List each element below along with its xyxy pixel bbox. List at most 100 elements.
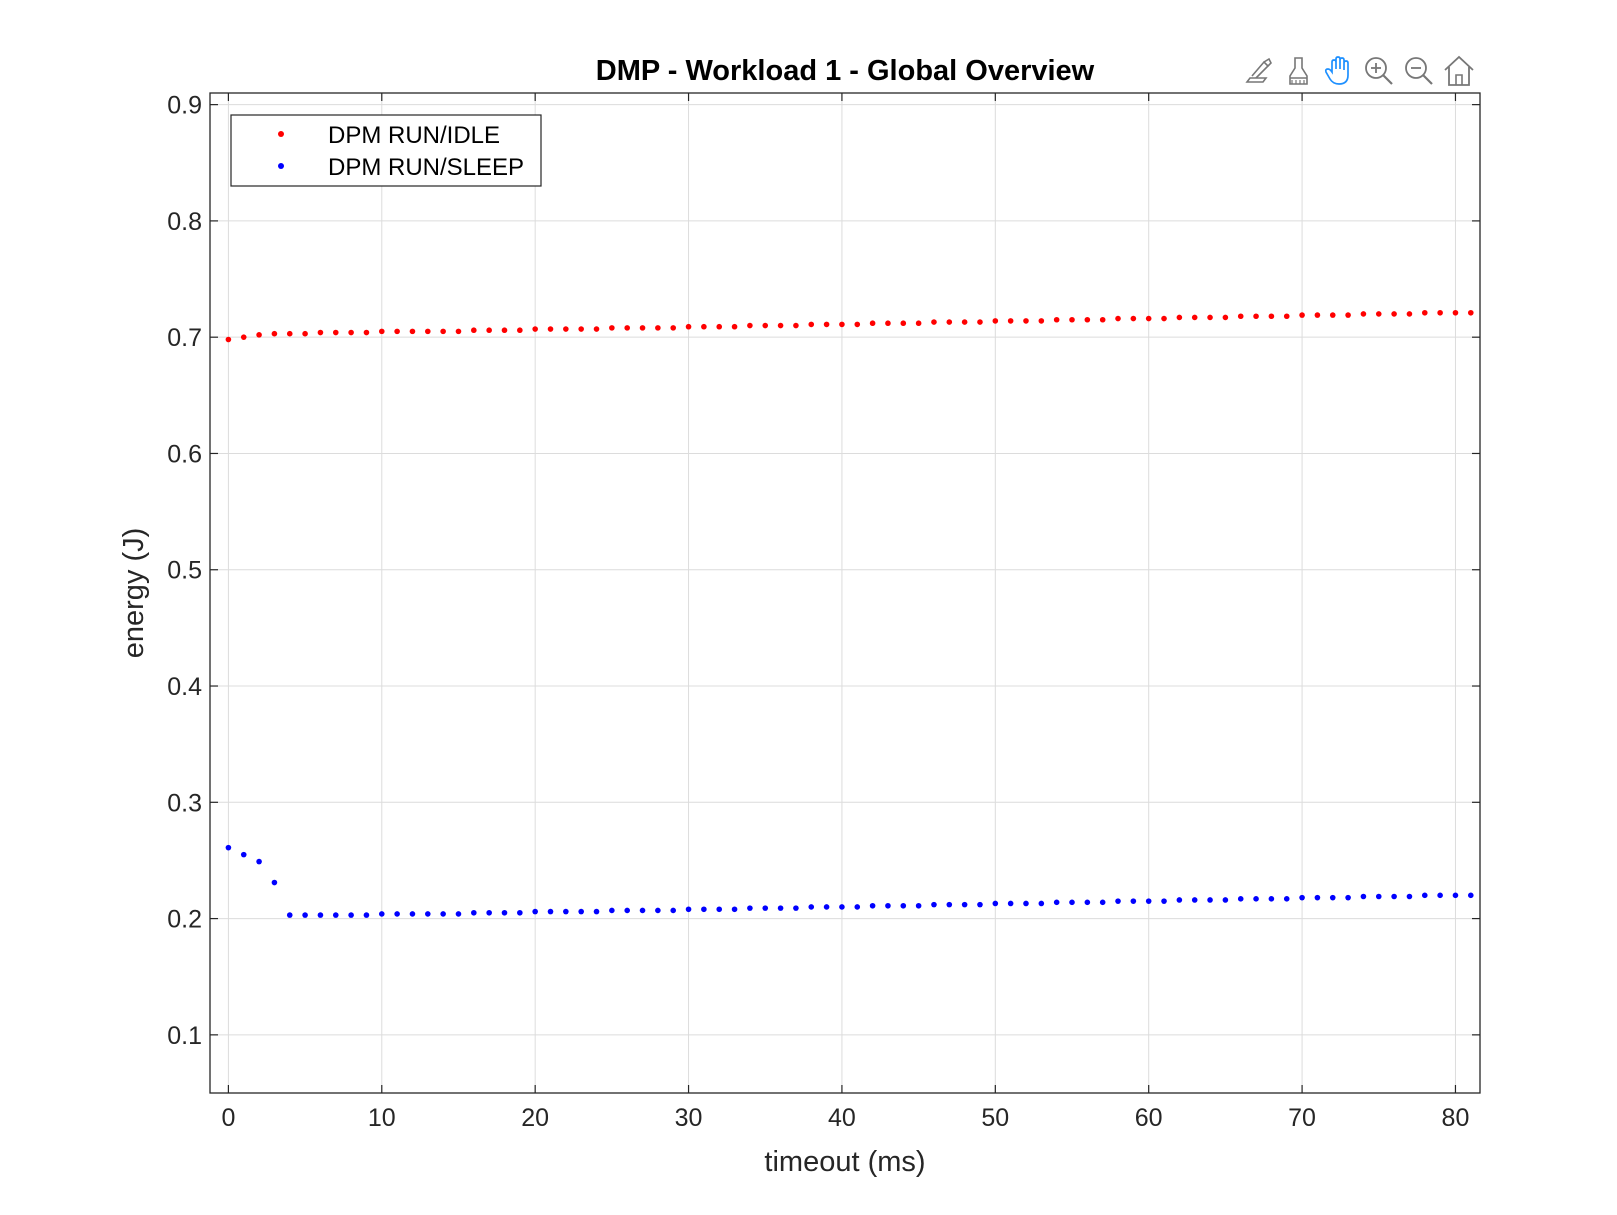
data-point (1253, 313, 1259, 320)
brush-export-icon (1245, 57, 1272, 83)
restore-view-button[interactable] (1440, 52, 1478, 90)
data-point (332, 912, 339, 918)
data-point (1191, 897, 1198, 903)
y-tick-label: 0.7 (167, 324, 202, 352)
data-point (1406, 893, 1413, 900)
data-point (256, 332, 262, 338)
y-tick-labels: 0.1 0.2 0.3 0.4 0.5 0.6 0.7 0.8 0.9 (167, 92, 202, 1050)
data-point (731, 906, 738, 913)
data-point (547, 326, 554, 332)
zoom-out-button[interactable] (1400, 52, 1438, 90)
data-point (1191, 314, 1198, 321)
data-point (609, 907, 615, 914)
y-tick-label: 0.2 (167, 906, 202, 934)
data-point (961, 901, 968, 908)
data-point (1345, 894, 1351, 901)
data-point (1130, 898, 1137, 904)
data-point (1237, 896, 1244, 902)
data-point (1176, 314, 1183, 321)
data-point (240, 851, 247, 858)
data-point (793, 322, 799, 329)
data-point (670, 907, 677, 914)
data-point (1452, 892, 1459, 899)
data-point (517, 327, 523, 334)
data-point (1467, 892, 1474, 899)
data-point (271, 330, 278, 337)
y-tick-label: 0.4 (167, 673, 202, 701)
pan-button[interactable] (1320, 52, 1358, 90)
x-axis-label: timeout (ms) (764, 1146, 925, 1178)
brush-export-button[interactable] (1240, 52, 1278, 90)
data-point (1299, 312, 1305, 318)
data-point (1329, 312, 1336, 318)
plot-area-background (210, 93, 1480, 1093)
data-point (1084, 316, 1091, 323)
data-point (378, 328, 385, 335)
data-point (363, 329, 370, 336)
data-point (685, 906, 692, 913)
data-point (593, 908, 600, 915)
data-point (839, 904, 845, 910)
data-point (302, 330, 308, 337)
data-point (1314, 894, 1321, 901)
data-point (1069, 316, 1075, 323)
legend-box (230, 114, 542, 187)
data-point (532, 908, 538, 915)
x-tick-label: 20 (521, 1104, 549, 1132)
grid-lines (210, 93, 1480, 1093)
zoom-out-icon (1405, 57, 1433, 85)
data-point (455, 328, 462, 335)
y-tick-label: 0.6 (167, 440, 202, 468)
data-point (1161, 315, 1167, 322)
data-point (1467, 309, 1474, 316)
y-tick-label: 0.9 (167, 92, 202, 120)
data-point (1391, 311, 1397, 317)
zoom-in-button[interactable] (1360, 52, 1398, 90)
series-0 (225, 309, 1474, 343)
data-point (1007, 900, 1014, 907)
data-point (1452, 309, 1459, 316)
data-point (961, 319, 968, 325)
data-point (501, 909, 508, 916)
legend[interactable]: DPM RUN/IDLE DPM RUN/SLEEP (230, 114, 542, 187)
data-point (1391, 893, 1397, 900)
data-point (1437, 309, 1443, 316)
data-point (655, 325, 661, 331)
zoom-in-icon (1365, 57, 1393, 85)
data-point (639, 907, 646, 914)
data-point (992, 318, 999, 324)
y-axis-label: energy (J) (118, 528, 150, 659)
data-point (1084, 899, 1091, 906)
data-point (1207, 314, 1213, 321)
x-tick-label: 40 (828, 1104, 856, 1132)
data-point (624, 325, 630, 331)
data-point (685, 323, 692, 330)
data-point (670, 325, 677, 331)
y-tick-label: 0.8 (167, 208, 202, 236)
data-point (1130, 315, 1137, 322)
data-point (425, 328, 431, 335)
data-point (946, 319, 953, 325)
data-point (563, 908, 569, 915)
data-point (425, 911, 431, 917)
data-point (1099, 899, 1106, 906)
data-point (317, 912, 324, 918)
x-tick-labels: 0 10 20 30 40 50 60 70 80 (221, 1104, 1469, 1132)
data-point (639, 325, 646, 331)
data-point (777, 905, 784, 911)
data-point (716, 906, 723, 913)
data-point (869, 320, 876, 327)
data-point (1314, 312, 1321, 318)
data-point (869, 902, 876, 909)
data-point (363, 912, 370, 918)
data-point (1283, 896, 1290, 902)
data-point (762, 322, 769, 329)
data-tips-button[interactable] (1280, 52, 1318, 90)
x-tick-label: 0 (221, 1104, 235, 1132)
data-point (977, 319, 983, 325)
data-point (1437, 892, 1443, 899)
data-point (1421, 892, 1428, 899)
data-point (378, 911, 385, 917)
data-point (762, 905, 769, 911)
